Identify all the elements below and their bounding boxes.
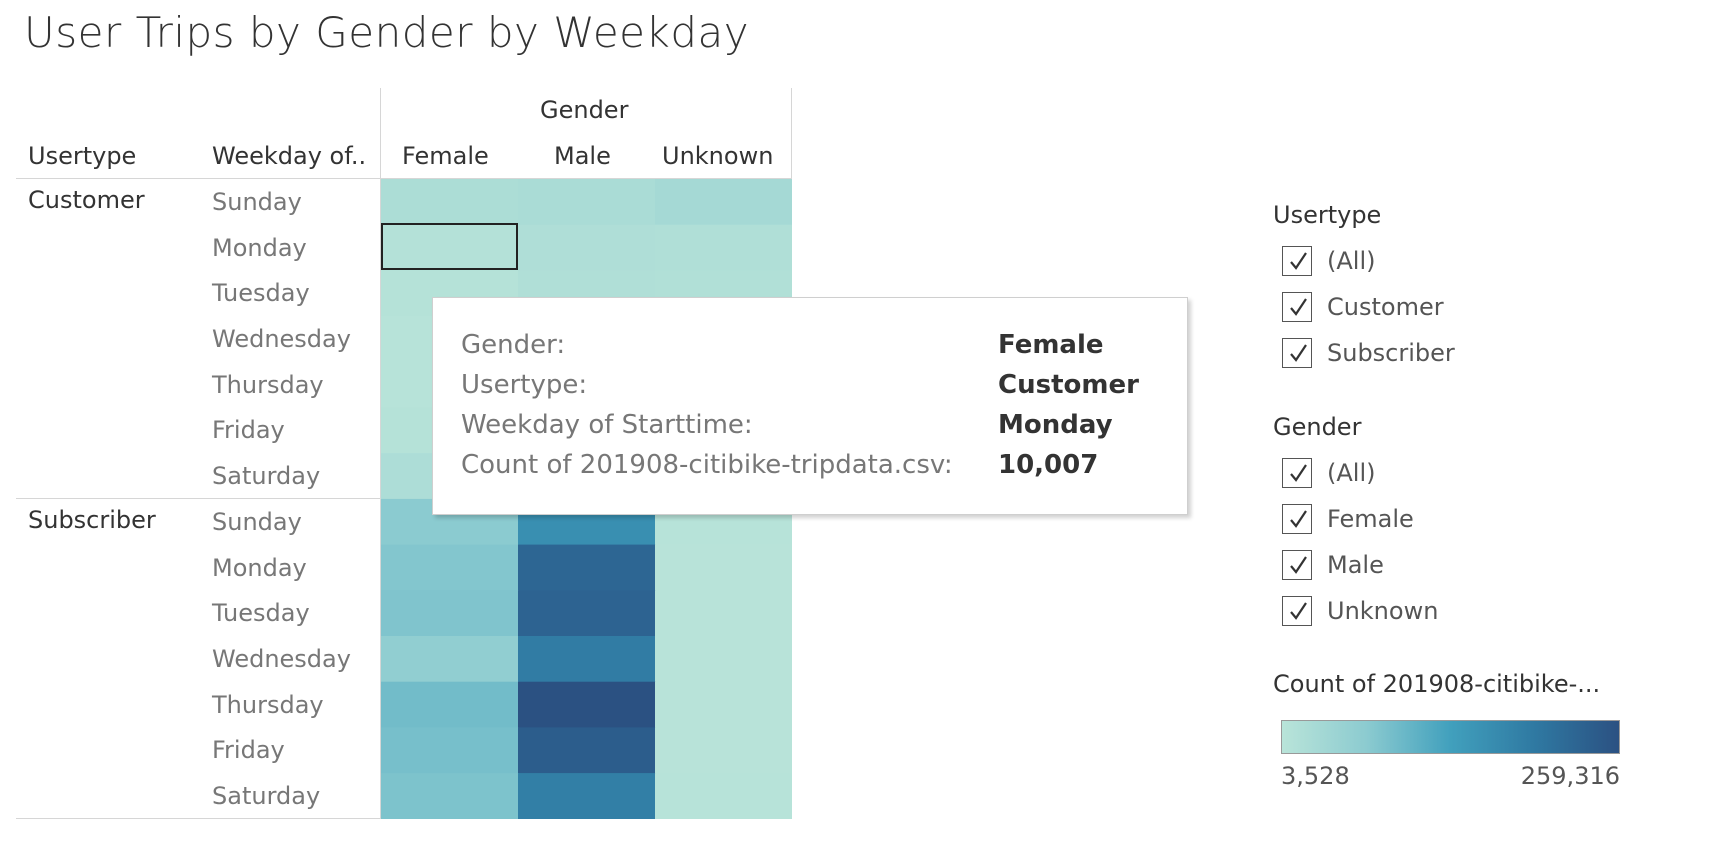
checkbox-checked-icon[interactable]: [1282, 458, 1312, 488]
color-legend-max-label: 259,316: [1520, 762, 1620, 790]
weekday-label: Monday: [212, 554, 307, 582]
weekday-label: Friday: [212, 736, 285, 764]
tooltip-value-usertype: Customer: [998, 370, 1139, 400]
heatmap-cell-customer-monday-male[interactable]: [518, 224, 656, 271]
usertype-filter-customer[interactable]: Customer: [1282, 290, 1444, 324]
heatmap-cell-subscriber-tuesday-male[interactable]: [518, 590, 656, 637]
filter-option-label: Male: [1327, 551, 1384, 579]
heatmap-cell-subscriber-thursday-female[interactable]: [381, 681, 519, 728]
checkbox-checked-icon[interactable]: [1282, 550, 1312, 580]
table-divider-left: [380, 88, 381, 819]
column-header-female: Female: [402, 142, 489, 170]
gender-filter-male[interactable]: Male: [1282, 548, 1384, 582]
heatmap-cell-customer-sunday-unknown[interactable]: [655, 179, 792, 226]
gender-filter-female[interactable]: Female: [1282, 502, 1414, 536]
heatmap-cell-subscriber-thursday-unknown[interactable]: [655, 681, 792, 728]
heatmap-cell-subscriber-saturday-female[interactable]: [381, 773, 519, 819]
heatmap-cell-subscriber-friday-female[interactable]: [381, 727, 519, 774]
filter-option-label: (All): [1327, 247, 1376, 275]
tooltip: Gender: Usertype: Weekday of Starttime: …: [432, 297, 1188, 515]
heatmap-cell-subscriber-tuesday-female[interactable]: [381, 590, 519, 637]
row-header-usertype: Usertype: [28, 142, 137, 170]
weekday-label: Thursday: [212, 371, 324, 399]
weekday-label: Tuesday: [212, 599, 310, 627]
weekday-label: Thursday: [212, 691, 324, 719]
weekday-label: Wednesday: [212, 325, 351, 353]
heatmap-cell-subscriber-wednesday-female[interactable]: [381, 636, 519, 683]
tooltip-label-usertype: Usertype:: [461, 370, 588, 400]
usertype-label-customer: Customer: [28, 186, 145, 214]
checkbox-checked-icon[interactable]: [1282, 246, 1312, 276]
tooltip-label-weekday: Weekday of Starttime:: [461, 410, 753, 440]
tooltip-label-count: Count of 201908-citibike-tripdata.csv:: [461, 450, 953, 480]
filter-option-label: Female: [1327, 505, 1414, 533]
filter-option-label: Unknown: [1327, 597, 1439, 625]
heatmap-cell-customer-sunday-female[interactable]: [381, 179, 519, 226]
tooltip-value-weekday: Monday: [998, 410, 1113, 440]
gender-filter-all[interactable]: (All): [1282, 456, 1375, 490]
tooltip-value-gender: Female: [998, 330, 1104, 360]
checkbox-checked-icon[interactable]: [1282, 504, 1312, 534]
heatmap-cell-subscriber-monday-male[interactable]: [518, 544, 656, 591]
heatmap-cell-customer-monday-unknown[interactable]: [655, 224, 792, 271]
weekday-label: Monday: [212, 234, 307, 262]
usertype-filter-all[interactable]: (All): [1282, 244, 1375, 278]
usertype-filter-title: Usertype: [1273, 201, 1382, 229]
usertype-label-subscriber: Subscriber: [28, 506, 156, 534]
heatmap-cell-subscriber-thursday-male[interactable]: [518, 681, 656, 728]
color-legend-title: Count of 201908-citibike-...: [1273, 670, 1601, 698]
gender-filter-unknown[interactable]: Unknown: [1282, 594, 1438, 628]
filter-option-label: (All): [1327, 459, 1376, 487]
weekday-label: Tuesday: [212, 279, 310, 307]
weekday-label: Sunday: [212, 508, 302, 536]
heatmap-cell-subscriber-saturday-male[interactable]: [518, 773, 656, 819]
chart-title: User Trips by Gender by Weekday: [24, 8, 750, 57]
header-divider: [16, 178, 792, 179]
gender-filter-title: Gender: [1273, 413, 1362, 441]
heatmap-cell-subscriber-tuesday-unknown[interactable]: [655, 590, 792, 637]
column-group-header: Gender: [540, 96, 629, 124]
tooltip-value-count: 10,007: [998, 450, 1099, 480]
heatmap-cell-subscriber-monday-female[interactable]: [381, 544, 519, 591]
selected-cell-outline: [381, 223, 518, 270]
weekday-label: Friday: [212, 416, 285, 444]
usertype-filter-subscriber[interactable]: Subscriber: [1282, 336, 1455, 370]
color-legend-bar: [1281, 720, 1620, 754]
color-legend-min-label: 3,528: [1281, 762, 1350, 790]
heatmap-cell-subscriber-saturday-unknown[interactable]: [655, 773, 792, 819]
heatmap-cell-subscriber-wednesday-male[interactable]: [518, 636, 656, 683]
filter-option-label: Customer: [1327, 293, 1444, 321]
checkbox-checked-icon[interactable]: [1282, 292, 1312, 322]
heatmap-cell-customer-sunday-male[interactable]: [518, 179, 656, 226]
weekday-label: Sunday: [212, 188, 302, 216]
checkbox-checked-icon[interactable]: [1282, 596, 1312, 626]
weekday-label: Wednesday: [212, 645, 351, 673]
heatmap-cell-subscriber-friday-male[interactable]: [518, 727, 656, 774]
heatmap-cell-subscriber-monday-unknown[interactable]: [655, 544, 792, 591]
column-header-male: Male: [554, 142, 611, 170]
weekday-label: Saturday: [212, 462, 321, 490]
weekday-label: Saturday: [212, 782, 321, 810]
heatmap-cell-customer-monday-female[interactable]: [381, 224, 519, 271]
filter-option-label: Subscriber: [1327, 339, 1455, 367]
group-divider: [16, 498, 381, 499]
checkbox-checked-icon[interactable]: [1282, 338, 1312, 368]
tooltip-label-gender: Gender:: [461, 330, 566, 360]
column-header-unknown: Unknown: [662, 142, 774, 170]
row-header-weekday[interactable]: Weekday of..: [212, 142, 367, 170]
heatmap-cell-subscriber-wednesday-unknown[interactable]: [655, 636, 792, 683]
heatmap-cell-subscriber-friday-unknown[interactable]: [655, 727, 792, 774]
